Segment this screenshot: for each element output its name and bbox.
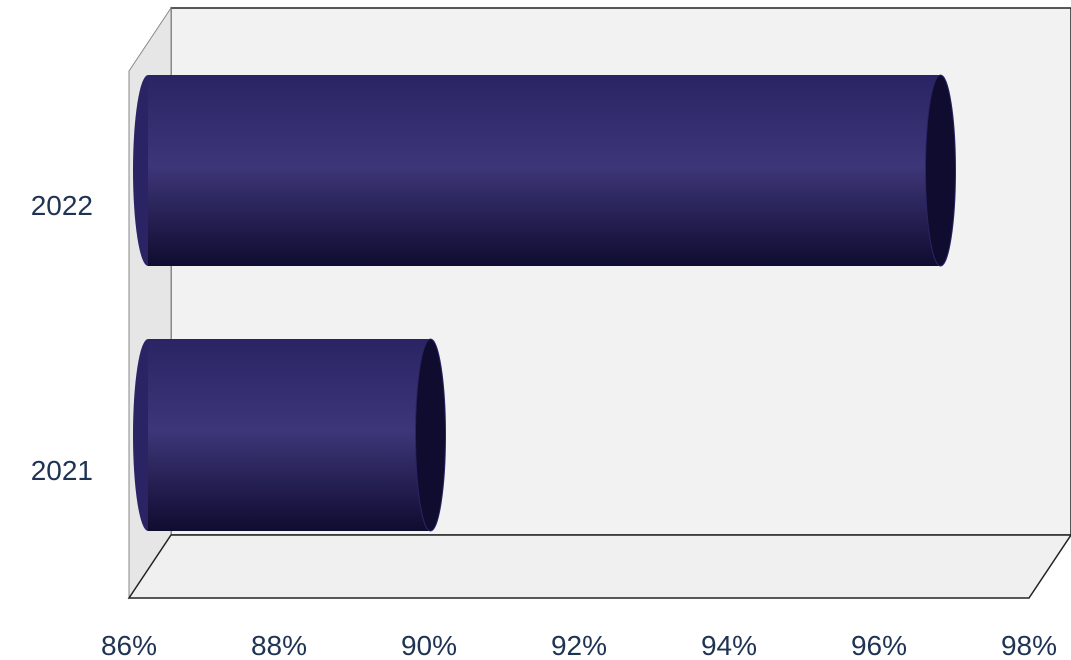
x-tick-label: 88% <box>251 630 307 660</box>
bar-body <box>148 75 941 266</box>
bar-right-cap <box>925 74 956 267</box>
bar-body <box>148 339 431 531</box>
x-tick-label: 90% <box>401 630 457 660</box>
bar-2022 <box>133 74 956 267</box>
x-tick-label: 86% <box>101 630 157 660</box>
x-tick-label: 94% <box>701 630 757 660</box>
x-tick-label: 96% <box>851 630 907 660</box>
floor <box>127 534 1071 599</box>
x-tick-label: 92% <box>551 630 607 660</box>
y-tick-label: 2021 <box>31 455 93 486</box>
y-tick-label: 2022 <box>31 190 93 221</box>
x-tick-label: 98% <box>1001 630 1057 660</box>
bar-2021 <box>133 338 446 532</box>
bar-right-cap <box>415 338 446 532</box>
